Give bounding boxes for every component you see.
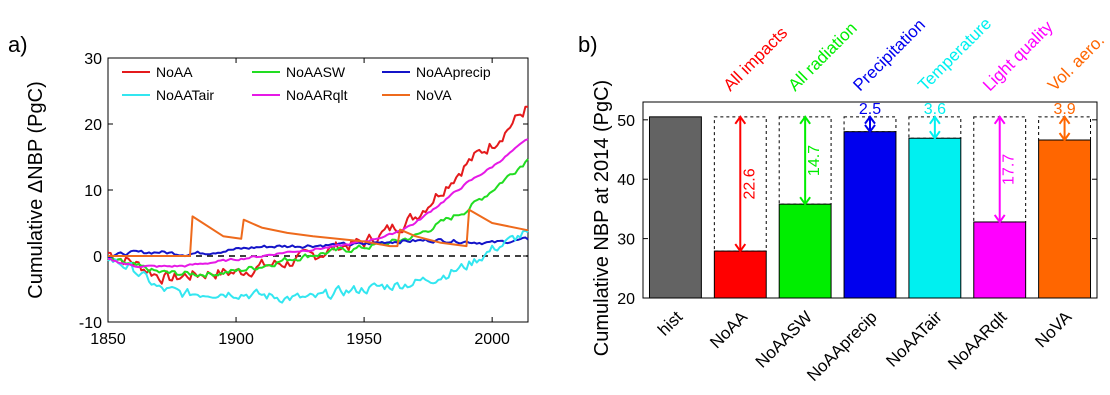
delta-value-nova: 3.9 bbox=[1053, 101, 1075, 118]
panel-b-y-axis-label: Cumulative NBP at 2014 (PgC) bbox=[591, 80, 613, 356]
series-line-nova bbox=[108, 208, 529, 257]
y-tick-label: 40 bbox=[617, 172, 635, 189]
delta-value-noaatair: 3.6 bbox=[924, 101, 946, 118]
category-label-hist: hist bbox=[654, 307, 686, 339]
delta-value-noaasw: 14.7 bbox=[806, 145, 823, 176]
panel-b-label: b) bbox=[578, 32, 598, 57]
legend-label-noaatair: NoAATair bbox=[156, 87, 214, 103]
category-label-noaasw: NoAASW bbox=[752, 307, 816, 371]
panel-a-series bbox=[107, 105, 529, 304]
bar-noaa bbox=[713, 250, 767, 299]
series-line-noaarqlt bbox=[107, 138, 529, 269]
bar-noaaprecip bbox=[843, 131, 897, 299]
y-tick-label: 20 bbox=[617, 291, 635, 308]
delta-arrowhead-top bbox=[929, 115, 941, 125]
panel-b-bars bbox=[648, 115, 1092, 299]
bar-hist bbox=[648, 116, 702, 299]
panel-a-y-axis-label: Cumulative ΔNBP (PgC) bbox=[25, 81, 47, 299]
delta-value-noaa: 22.6 bbox=[741, 168, 758, 199]
legend-label-noaaprecip: NoAAprecip bbox=[416, 64, 491, 80]
delta-arrowhead-top bbox=[1058, 115, 1071, 125]
y-tick-label: 30 bbox=[617, 232, 635, 249]
bar-noaatair bbox=[908, 137, 962, 299]
panel-a-label: a) bbox=[8, 32, 28, 57]
delta-arrowhead-top bbox=[864, 115, 876, 125]
delta-arrowhead-bottom bbox=[799, 196, 811, 206]
delta-arrowhead-top bbox=[734, 115, 747, 125]
legend-label-noaasw: NoAASW bbox=[286, 64, 346, 80]
panel-a-line-chart: a) Cumulative ΔNBP (PgC) -10 0 10 20 30 1850 1… bbox=[8, 32, 529, 348]
category-label-noaarqlt: NoAARqlt bbox=[944, 307, 1010, 373]
y-tick-label: 10 bbox=[84, 183, 102, 200]
legend-label-noaa: NoAA bbox=[156, 64, 193, 80]
category-label-noaaprecip: NoAAprecip bbox=[803, 307, 881, 385]
category-label-noaatair: NoAATair bbox=[882, 307, 946, 371]
delta-arrowhead-bottom bbox=[1058, 132, 1071, 142]
x-tick-label: 2000 bbox=[474, 331, 510, 348]
group-label-noaa: All impacts bbox=[720, 23, 792, 95]
delta-arrowhead-top bbox=[993, 115, 1006, 125]
x-tick-label: 1900 bbox=[218, 331, 254, 348]
delta-arrowhead-top bbox=[799, 115, 811, 125]
delta-arrowhead-bottom bbox=[929, 130, 941, 140]
category-label-nova: NoVA bbox=[1031, 307, 1075, 351]
bar-noaasw bbox=[778, 203, 832, 299]
series-line-noaa bbox=[107, 105, 529, 285]
delta-arrowhead-bottom bbox=[993, 214, 1006, 224]
series-line-noaaprecip bbox=[107, 236, 529, 259]
y-tick-label: 20 bbox=[84, 117, 102, 134]
series-line-noaatair bbox=[107, 229, 529, 304]
bar-nova bbox=[1038, 139, 1092, 299]
panel-b-bar-chart: b) Cumulative NBP at 2014 (PgC) 20 30 40 50… bbox=[578, 14, 1108, 385]
delta-value-noaarqlt: 17.7 bbox=[1001, 154, 1018, 185]
y-tick-label: 30 bbox=[84, 51, 102, 68]
delta-value-noaaprecip: 2.5 bbox=[859, 101, 881, 118]
y-tick-label: 50 bbox=[617, 113, 635, 130]
y-tick-label: -10 bbox=[79, 315, 102, 332]
series-line-noaasw bbox=[107, 158, 529, 278]
x-tick-label: 1850 bbox=[90, 331, 126, 348]
x-tick-label: 1950 bbox=[346, 331, 382, 348]
panel-a-tick-labels: -10 0 10 20 30 1850 1900 1950 2000 bbox=[79, 51, 510, 348]
legend-label-noaarqlt: NoAARqlt bbox=[286, 87, 348, 103]
delta-arrowhead-bottom bbox=[734, 243, 747, 253]
group-label-noaasw: All radiation bbox=[785, 19, 861, 95]
delta-arrowhead-bottom bbox=[864, 124, 876, 134]
y-tick-label: 0 bbox=[93, 249, 102, 266]
bar-noaarqlt bbox=[973, 221, 1027, 299]
category-label-noaa: NoAA bbox=[706, 307, 751, 352]
panel-a-legend: NoAA NoAASW NoAAprecip NoAATair NoAARqlt NoVA bbox=[122, 64, 491, 103]
group-label-nova: Vol. aero. bbox=[1044, 31, 1108, 95]
legend-label-nova: NoVA bbox=[416, 87, 452, 103]
